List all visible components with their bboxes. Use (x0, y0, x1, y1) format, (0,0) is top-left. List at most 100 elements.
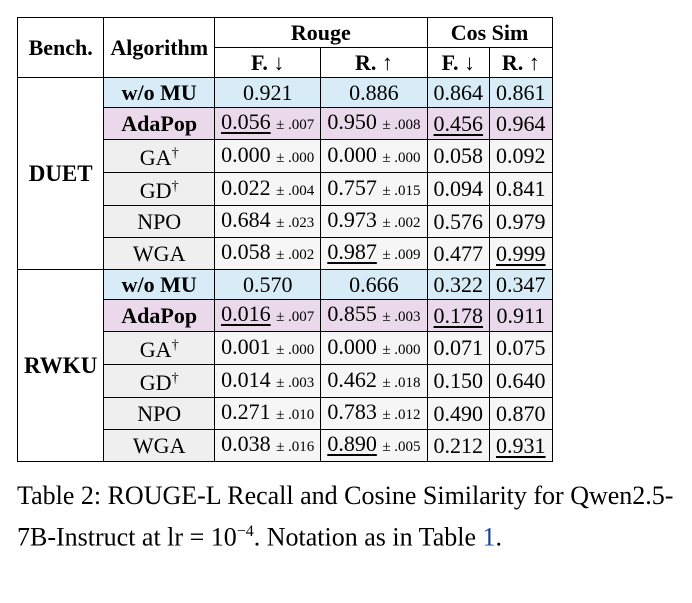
rouge-retain-cell-value: 0.886 (349, 79, 399, 105)
rouge-forget-cell: 0.014 ± .003 (214, 364, 322, 398)
cos-forget-cell: 0.322 (426, 269, 491, 300)
rouge-retain-cell: 0.000 ± .000 (320, 331, 428, 365)
rouge-retain-cell: 0.000 ± .000 (320, 139, 428, 173)
rouge-retain-cell-value: 0.987 (327, 239, 377, 264)
rouge-forget-cell-value: 0.038 (221, 431, 271, 456)
rouge-retain-cell-stddev: ± .000 (382, 149, 421, 166)
cos-retain-cell-value: 0.841 (496, 176, 546, 201)
cos-retain-cell-value: 0.075 (496, 335, 546, 360)
algorithm-cell: WGA (103, 237, 216, 270)
cos-forget-cell: 0.576 (426, 205, 491, 238)
cos-retain-cell-value: 0.979 (496, 208, 546, 234)
rouge-retain-cell-value: 0.462 (327, 366, 377, 392)
algorithm-name: NPO (137, 400, 182, 426)
rouge-retain-cell: 0.855 ± .003 (320, 299, 428, 332)
header-bench: Bench. (16, 17, 105, 78)
algorithm-cell: w/o MU (103, 269, 216, 300)
rouge-forget-cell-value: 0.570 (242, 271, 293, 297)
cos-retain-cell-value: 0.964 (496, 110, 546, 136)
cos-retain-cell-value: 0.861 (496, 79, 546, 105)
algorithm-name: GA (139, 145, 172, 170)
rouge-retain-cell-value: 0.000 (327, 141, 377, 167)
cos-retain-cell-value: 0.999 (496, 240, 546, 266)
header-rouge: Rouge (214, 17, 428, 48)
cos-forget-cell-value: 0.456 (433, 110, 484, 136)
rouge-retain-cell-value: 0.783 (327, 399, 377, 424)
rouge-forget-cell-stddev: ± .002 (276, 247, 315, 263)
algorithm-cell: WGA (103, 429, 216, 462)
algorithm-cell: GD† (103, 364, 216, 398)
rouge-forget-cell-stddev: ± .007 (276, 309, 315, 325)
table-row: AdaPop 0.016 ± .007 0.855 ± .003 0.178 0.911 (18, 299, 553, 332)
cos-retain-cell: 0.870 (489, 397, 553, 430)
cos-retain-cell-value: 0.870 (496, 400, 546, 426)
caption-exponent: −4 (236, 523, 254, 540)
rouge-retain-cell: 0.666 (320, 269, 428, 300)
cos-retain-cell: 0.092 (489, 139, 553, 173)
rouge-forget-cell: 0.570 (214, 269, 322, 300)
algorithm-cell: NPO (103, 397, 216, 430)
cos-forget-cell: 0.178 (426, 299, 491, 332)
rouge-retain-cell: 0.987 ± .009 (320, 237, 428, 270)
cos-forget-cell-value: 0.322 (433, 271, 484, 297)
cos-forget-cell-value: 0.864 (433, 79, 484, 105)
cos-forget-cell-value: 0.477 (433, 240, 484, 266)
cos-retain-cell: 0.861 (489, 77, 553, 108)
cos-forget-cell-value: 0.490 (433, 400, 484, 426)
bench-name: RWKU (16, 269, 105, 462)
rouge-forget-cell: 0.000 ± .000 (214, 139, 322, 173)
rouge-retain-cell: 0.950 ± .008 (320, 107, 428, 140)
table-row: DUET w/o MU 0.921 0.886 0.864 0.861 (16, 77, 553, 270)
rouge-retain-cell-value: 0.000 (327, 333, 377, 359)
rouge-retain-cell-stddev: ± .005 (382, 439, 421, 455)
rouge-retain-cell-stddev: ± .012 (382, 407, 421, 423)
algorithm-cell: GA† (103, 139, 216, 173)
rouge-forget-cell-value: 0.271 (221, 399, 271, 424)
rouge-forget-cell: 0.058 ± .002 (214, 237, 322, 270)
rouge-forget-cell-value: 0.022 (221, 174, 271, 200)
rouge-forget-cell-stddev: ± .010 (276, 407, 315, 423)
rouge-forget-cell-stddev: ± .023 (276, 215, 315, 231)
cos-retain-cell: 0.911 (489, 299, 553, 332)
algorithm-name: GA (139, 337, 172, 362)
algorithm-cell: AdaPop (103, 107, 216, 140)
cos-retain-cell: 0.979 (489, 205, 553, 238)
table-row: AdaPop 0.056 ± .007 0.950 ± .008 0.456 0.964 (18, 107, 553, 140)
cos-retain-cell-value: 0.931 (496, 432, 546, 458)
rouge-retain-cell: 0.757 ± .015 (320, 172, 428, 206)
bench-name: DUET (16, 77, 105, 270)
table-ref-link[interactable]: 1 (482, 522, 496, 552)
rouge-forget-cell-stddev: ± .004 (276, 182, 315, 199)
rouge-retain-cell-value: 0.890 (327, 431, 377, 456)
rouge-retain-cell-value: 0.950 (327, 109, 377, 134)
rouge-retain-cell: 0.783 ± .012 (320, 397, 428, 430)
algorithm-name: GD (139, 178, 172, 203)
caption-suffix: . (495, 522, 503, 552)
rouge-forget-cell-stddev: ± .016 (276, 439, 315, 455)
cos-forget-cell-value: 0.178 (433, 302, 484, 328)
algorithm-name: AdaPop (121, 110, 198, 136)
rouge-retain-cell-value: 0.973 (327, 207, 377, 232)
rouge-forget-cell-value: 0.056 (221, 109, 271, 134)
header-algorithm: Algorithm (103, 17, 216, 78)
table-row: NPO 0.271 ± .010 0.783 ± .012 0.490 0.870 (18, 397, 553, 430)
cos-forget-cell: 0.071 (426, 331, 491, 365)
algorithm-name: w/o MU (121, 271, 197, 297)
rouge-forget-cell: 0.001 ± .000 (214, 331, 322, 365)
algorithm-name: GD (139, 370, 172, 395)
algorithm-cell: NPO (103, 205, 216, 238)
cos-retain-cell: 0.075 (489, 331, 553, 365)
cos-forget-cell: 0.212 (426, 429, 491, 462)
table-row: GA† 0.000 ± .000 0.000 ± .000 0.058 0.092 (18, 139, 553, 173)
rouge-retain-cell-stddev: ± .002 (382, 215, 421, 231)
cos-forget-cell: 0.456 (426, 107, 491, 140)
rouge-forget-cell-value: 0.058 (221, 239, 271, 264)
header-cos-forget: F. ↓ (426, 47, 491, 78)
cos-retain-cell: 0.347 (489, 269, 553, 300)
algorithm-name: AdaPop (121, 302, 198, 328)
rouge-forget-cell-stddev: ± .000 (276, 341, 315, 358)
algorithm-cell: AdaPop (103, 299, 216, 332)
rouge-retain-cell: 0.973 ± .002 (320, 205, 428, 238)
caption-prefix: Table 2: ROUGE-L Recall and Cosine Simil… (17, 481, 674, 552)
rouge-forget-cell: 0.038 ± .016 (214, 429, 322, 462)
